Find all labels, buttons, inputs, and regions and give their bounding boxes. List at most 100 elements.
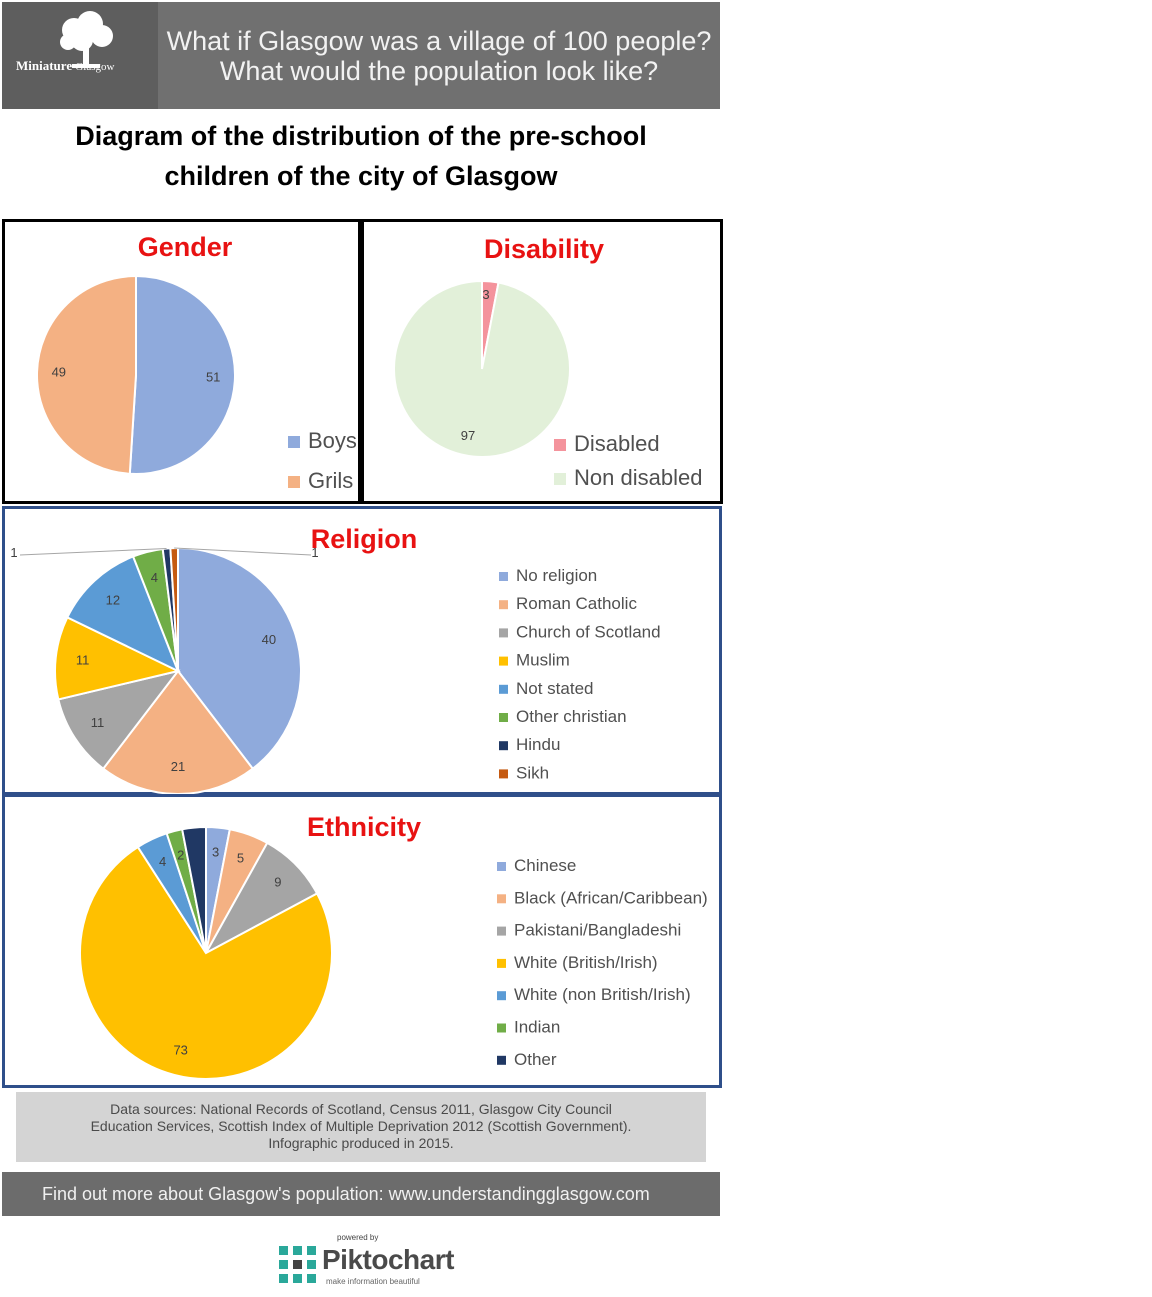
header-banner: Miniature Glasgow What if Glasgow was a … xyxy=(2,2,720,109)
piktochart-wordmark: Piktochart xyxy=(322,1244,454,1275)
pie-slice-white-british-irish xyxy=(79,845,333,1080)
pie-slice-other xyxy=(180,825,207,954)
legend-label-chinese: Chinese xyxy=(514,856,576,875)
legend-label-black-african-caribbean: Black (African/Caribbean) xyxy=(514,888,708,907)
legend-label-not-stated: Not stated xyxy=(516,679,594,698)
legend-swatch-pakistani-bangladeshi xyxy=(497,926,506,936)
logo-main-text: Miniature xyxy=(16,58,73,73)
data-label-no-religion: 40 xyxy=(262,632,276,647)
data-label-white-british-irish: 73 xyxy=(173,1043,187,1058)
pie-slice-no-religion xyxy=(177,546,302,771)
legend-label-non-disabled: Non disabled xyxy=(574,465,702,490)
legend-swatch-hindu xyxy=(499,741,508,751)
data-label-non-disabled: 97 xyxy=(461,428,475,443)
legend-label-white-british-irish: White (British/Irish) xyxy=(514,953,658,972)
pie-slice-roman-catholic xyxy=(101,669,255,795)
data-label-roman-catholic: 21 xyxy=(171,759,185,774)
disability-pie-chart: Disability 3 97 Disabled Non disabled xyxy=(393,234,702,490)
pie-slice-muslim xyxy=(54,616,181,701)
legend-label-roman-catholic: Roman Catholic xyxy=(516,594,637,613)
sources-line2: Education Services, Scottish Index of Mu… xyxy=(90,1118,632,1134)
footer-banner: Find out more about Glasgow's population… xyxy=(2,1172,720,1216)
pie-slice-boys xyxy=(128,274,236,475)
data-sources-note: Data sources: National Records of Scotla… xyxy=(16,1092,706,1162)
legend-swatch-chinese xyxy=(497,862,506,871)
legend-swatch-other xyxy=(497,1055,506,1065)
sources-line3: Infographic produced in 2015. xyxy=(268,1135,454,1151)
data-label-hindu: 1 xyxy=(10,545,17,560)
header-headline: What if Glasgow was a village of 100 peo… xyxy=(166,26,712,56)
legend-label-no-religion: No religion xyxy=(516,566,597,585)
logo: Miniature Glasgow xyxy=(2,2,158,109)
data-label-sikh: 1 xyxy=(311,545,318,560)
religion-chart-panel: Religion 40 21 11 11 12 4 1 1 No religion Roman Ca… xyxy=(2,506,722,795)
legend-swatch-white-british-irish xyxy=(497,958,506,968)
data-label-other-christian: 4 xyxy=(151,570,158,585)
disability-chart-title: Disability xyxy=(484,234,604,264)
legend-label-indian: Indian xyxy=(514,1018,560,1037)
legend-swatch-boys xyxy=(288,436,300,448)
data-label-boys: 51 xyxy=(206,369,220,384)
legend-swatch-not-stated xyxy=(499,684,508,694)
data-label-chinese: 3 xyxy=(212,845,219,860)
ethnicity-chart-title: Ethnicity xyxy=(307,812,421,842)
legend-label-hindu: Hindu xyxy=(516,735,560,754)
legend-label-boys: Boys xyxy=(308,428,357,453)
pie-slice-non-disabled xyxy=(393,279,571,458)
legend-label-other: Other xyxy=(514,1050,557,1069)
logo-sub-text: Glasgow xyxy=(75,61,115,73)
pie-slice-church-of-scotland xyxy=(57,669,181,771)
gender-chart-title: Gender xyxy=(138,232,233,262)
data-label-white-non-british-irish: 4 xyxy=(159,854,166,869)
legend-swatch-other-christian xyxy=(499,713,508,722)
piktochart-tagline: make information beautiful xyxy=(326,1277,420,1286)
legend-label-white-non-british-irish: White (non British/Irish) xyxy=(514,985,691,1004)
legend-label-sikh: Sikh xyxy=(516,763,549,782)
leader-line-sikh xyxy=(174,547,312,556)
gender-pie-chart: Gender 51 49 Boys Grils xyxy=(36,232,357,493)
data-label-disabled: 3 xyxy=(482,287,489,302)
data-label-indian: 2 xyxy=(177,847,184,862)
pie-slice-grils xyxy=(36,274,137,475)
religion-chart-title: Religion xyxy=(311,524,418,554)
legend-label-other-christian: Other christian xyxy=(516,707,627,726)
leader-line-hindu xyxy=(19,548,167,556)
legend-label-church-of-scotland: Church of Scotland xyxy=(516,622,661,641)
legend-swatch-black-african-caribbean xyxy=(497,894,506,904)
data-label-pakistani-bangladeshi: 9 xyxy=(274,874,281,889)
legend-swatch-muslim xyxy=(499,656,508,666)
ethnicity-chart-panel: Ethnicity 3 5 9 73 4 2 Chinese Black (African/Ca… xyxy=(2,794,722,1088)
legend-swatch-indian xyxy=(497,1023,506,1033)
header-subheadline: What would the population look like? xyxy=(219,56,659,86)
data-label-muslim: 11 xyxy=(76,653,90,668)
legend-swatch-white-non-british-irish xyxy=(497,991,506,1001)
legend-swatch-church-of-scotland xyxy=(499,628,508,638)
pie-slice-not-stated xyxy=(65,555,180,674)
legend-label-pakistani-bangladeshi: Pakistani/Bangladeshi xyxy=(514,921,681,940)
page-title-line1: Diagram of the distribution of the pre-s… xyxy=(75,121,647,151)
data-label-grils: 49 xyxy=(52,365,66,380)
sources-line1: Data sources: National Records of Scotla… xyxy=(110,1101,612,1117)
data-label-not-stated: 12 xyxy=(106,593,120,608)
ethnicity-pie-chart: Ethnicity 3 5 9 73 4 2 Chinese Black (African/Ca… xyxy=(79,812,708,1080)
data-label-black-african-caribbean: 5 xyxy=(237,850,244,865)
piktochart-logo-icon xyxy=(279,1246,316,1283)
legend-swatch-roman-catholic xyxy=(499,600,508,610)
footer-link-text[interactable]: Find out more about Glasgow's population… xyxy=(42,1184,650,1204)
page-title: Diagram of the distribution of the pre-s… xyxy=(2,116,720,196)
legend-swatch-no-religion xyxy=(499,572,508,581)
powered-by-label: powered by xyxy=(337,1233,379,1242)
disability-chart-panel: Disability 3 97 Disabled Non disabled xyxy=(361,219,723,504)
legend-swatch-grils xyxy=(288,476,300,488)
legend-label-grils: Grils xyxy=(308,468,353,493)
gender-chart-panel: Gender 51 49 Boys Grils xyxy=(2,219,361,504)
page-title-line2: children of the city of Glasgow xyxy=(164,161,558,191)
data-label-church-of-scotland: 11 xyxy=(91,715,105,730)
tree-icon xyxy=(60,11,113,68)
legend-swatch-disabled xyxy=(554,439,566,451)
legend-swatch-non-disabled xyxy=(554,473,566,485)
legend-swatch-sikh xyxy=(499,769,508,779)
legend-label-muslim: Muslim xyxy=(516,651,570,670)
legend-label-disabled: Disabled xyxy=(574,431,660,456)
